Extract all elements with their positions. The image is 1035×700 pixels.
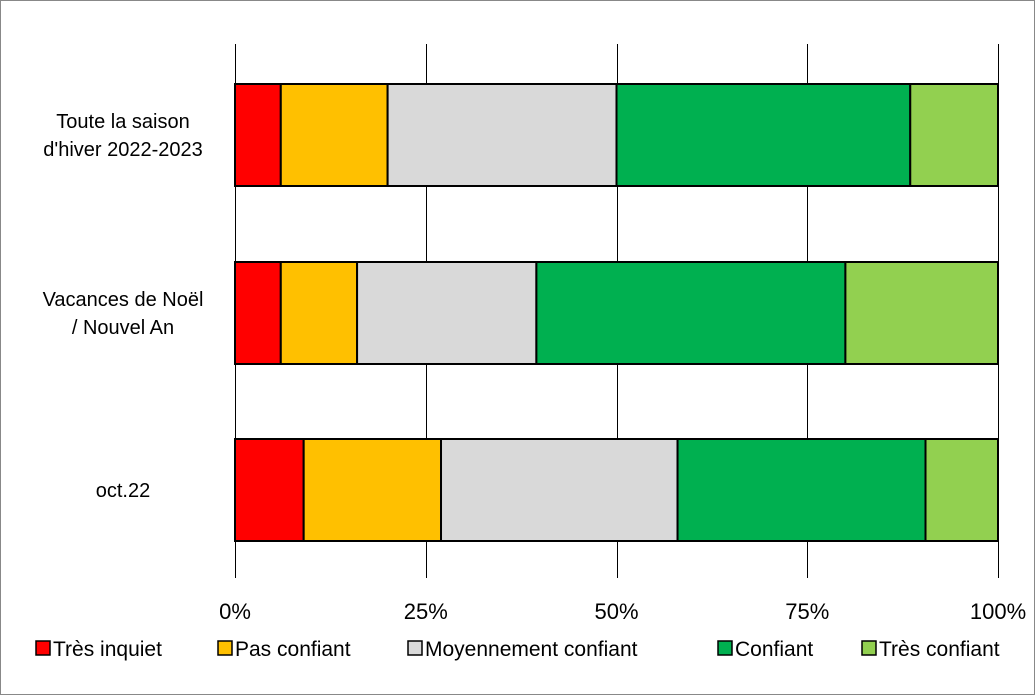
legend-swatch-confiant	[717, 640, 733, 656]
legend-item-confiant: Confiant	[717, 638, 813, 661]
bar-tres-inquiet-vacances-de-noel-nouvel-an	[234, 261, 282, 365]
x-tick-50: 50%	[594, 599, 638, 624]
bar-pas-confiant-toute-la-saison-d-hiver-2022-2023	[279, 83, 389, 187]
legend-item-tres-confiant: Très confiant	[861, 638, 1000, 661]
legend-item-tres-inquiet: Très inquiet	[35, 638, 162, 661]
bar-moyennement-confiant-vacances-de-noel-nouvel-an	[356, 261, 538, 365]
legend-swatch-tres-confiant	[861, 640, 877, 656]
x-tick-labels: 0% 25% 50% 75% 100%	[219, 599, 1026, 624]
bar-confiant-vacances-de-noel-nouvel-an	[535, 261, 847, 365]
legend-label-moyennement-confiant: Moyennement confiant	[425, 638, 638, 661]
bar-tres-inquiet-toute-la-saison-d-hiver-2022-2023	[234, 83, 282, 187]
legend-item-moyennement-confiant: Moyennement confiant	[407, 638, 638, 661]
category-labels: Toute la saison d'hiver 2022-2023 Vacances…	[43, 111, 204, 502]
bar-tres-inquiet-oct-22	[234, 438, 305, 542]
x-tick-0: 0%	[219, 599, 251, 624]
x-tick-75: 75%	[785, 599, 829, 624]
bar-tres-confiant-toute-la-saison-d-hiver-2022-2023	[909, 83, 1000, 187]
bar-tres-confiant-oct-22	[924, 438, 1000, 542]
bars	[234, 83, 1000, 542]
legend-label-confiant: Confiant	[735, 638, 813, 661]
bar-confiant-toute-la-saison-d-hiver-2022-2023	[615, 83, 912, 187]
bar-moyennement-confiant-toute-la-saison-d-hiver-2022-2023	[386, 83, 618, 187]
legend-swatch-pas-confiant	[217, 640, 233, 656]
legend-label-pas-confiant: Pas confiant	[235, 638, 351, 661]
legend-label-tres-inquiet: Très inquiet	[53, 638, 162, 661]
category-label-toute-la-saison-d-hiver-2022-2023: Toute la saison d'hiver 2022-2023	[43, 111, 203, 161]
x-tick-100: 100%	[970, 599, 1026, 624]
bar-confiant-oct-22	[676, 438, 927, 542]
bar-pas-confiant-oct-22	[302, 438, 443, 542]
category-label-oct-22: oct.22	[96, 480, 150, 502]
x-tick-25: 25%	[404, 599, 448, 624]
legend-swatch-tres-inquiet	[35, 640, 51, 656]
legend-swatch-moyennement-confiant	[407, 640, 423, 656]
category-label-vacances-de-noel-nouvel-an: Vacances de Noël / Nouvel An	[43, 289, 204, 339]
bar-tres-confiant-vacances-de-noel-nouvel-an	[844, 261, 1000, 365]
bar-moyennement-confiant-oct-22	[440, 438, 679, 542]
legend-label-tres-confiant: Très confiant	[879, 638, 1000, 661]
legend-item-pas-confiant: Pas confiant	[217, 638, 351, 661]
legend: Très inquiet Pas confiant Moyennement conf…	[35, 638, 1000, 661]
bar-pas-confiant-vacances-de-noel-nouvel-an	[279, 261, 359, 365]
